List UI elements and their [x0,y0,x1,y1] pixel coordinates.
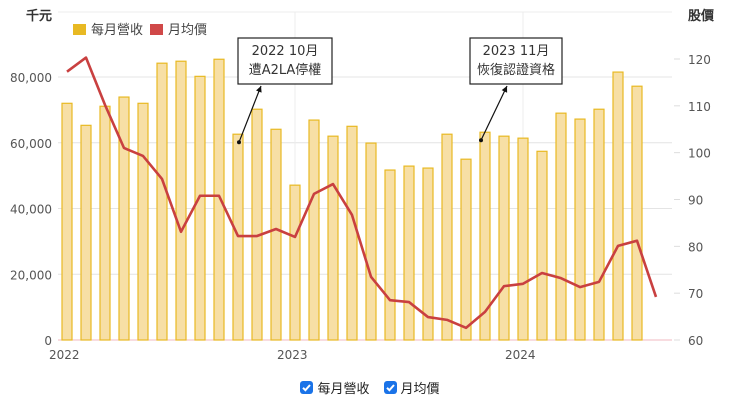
right-tick-label: 90 [688,194,703,208]
revenue-bar [441,133,453,341]
revenue-bar [99,105,111,341]
revenue-bar [555,112,567,341]
revenue-bar [61,102,73,341]
toggle-revenue[interactable]: 每月營收 [300,378,370,397]
revenue-bar [422,167,434,341]
revenue-bar [137,102,149,341]
annotation-box [469,37,563,85]
toggle-price-label: 月均價 [400,382,440,397]
right-tick-label: 80 [688,240,703,254]
revenue-bar [460,158,472,341]
revenue-bar [384,169,396,341]
annotation-text: 遭A2LA停權 [249,62,322,78]
legend-top: 每月營收 月均價 [73,22,207,38]
left-tick-label: 0 [44,334,52,348]
legend-swatch-revenue [73,24,86,35]
revenue-bar [593,108,605,341]
revenue-bar [194,75,206,341]
left-axis-title: 千元 [26,8,52,24]
series-toggle-legend: 每月營收 月均價 [0,378,740,397]
left-tick-label: 80,000 [10,71,52,85]
right-tick-label: 70 [688,287,703,301]
revenue-bar [156,62,168,341]
annotation-text: 2022 10月 [252,44,319,59]
x-axis-ticks: 2022 2023 2024 [49,348,536,362]
toggle-price[interactable]: 月均價 [383,378,440,397]
annotation-arrow [238,85,262,143]
revenue-bar [403,165,415,341]
left-axis-ticks: 0 20,000 40,000 60,000 80,000 [10,71,52,348]
revenue-bar [346,125,358,341]
checkbox-checked-icon[interactable] [383,381,397,394]
price-line [66,56,658,330]
annotation-text: 2023 11月 [483,44,550,59]
annotation-point [479,138,483,143]
revenue-bar [365,142,377,341]
checkbox-checked-icon[interactable] [300,381,314,394]
legend-label-price: 月均價 [168,23,207,38]
left-tick-label: 60,000 [10,137,52,151]
revenue-bar [517,137,529,341]
revenue-bar [251,108,263,341]
combo-chart: 0 20,000 40,000 60,000 80,000 60 70 80 90 100 110… [10,8,715,362]
revenue-bars [61,58,643,341]
revenue-bar [270,128,282,341]
right-tick-label: 110 [688,100,711,114]
x-tick-label: 2024 [505,348,536,362]
revenue-bar [574,118,586,341]
left-tick-label: 20,000 [10,268,52,282]
revenue-bar [308,119,320,341]
arrow-head-icon [501,86,508,93]
annotation-text: 恢復認證資格 [477,62,555,78]
revenue-bar [213,58,225,341]
right-axis-title: 股價 [688,8,715,24]
revenue-bar [289,184,301,341]
revenue-bar [175,60,187,341]
right-tick-label: 60 [688,334,703,348]
annotation-box [237,37,333,85]
revenue-bar [536,150,548,341]
revenue-bar [612,71,624,341]
revenue-bar [118,96,130,341]
legend-swatch-price [150,24,163,35]
arrow-head-icon [256,86,262,93]
x-tick-label: 2023 [277,348,308,362]
x-tick-label: 2022 [49,348,80,362]
revenue-bar [327,135,339,341]
annotation-point [237,140,241,145]
revenue-bar [631,85,643,341]
left-tick-label: 40,000 [10,203,52,217]
right-tick-label: 100 [688,147,711,161]
legend-label-revenue: 每月營收 [91,22,143,38]
annotation-arrow [480,85,508,141]
revenue-bar [498,135,510,341]
toggle-revenue-label: 每月營收 [317,382,370,397]
right-axis-ticks: 60 70 80 90 100 110 120 [674,53,711,348]
right-tick-label: 120 [688,53,711,67]
revenue-bar [80,124,92,341]
price-line-path [66,56,658,330]
